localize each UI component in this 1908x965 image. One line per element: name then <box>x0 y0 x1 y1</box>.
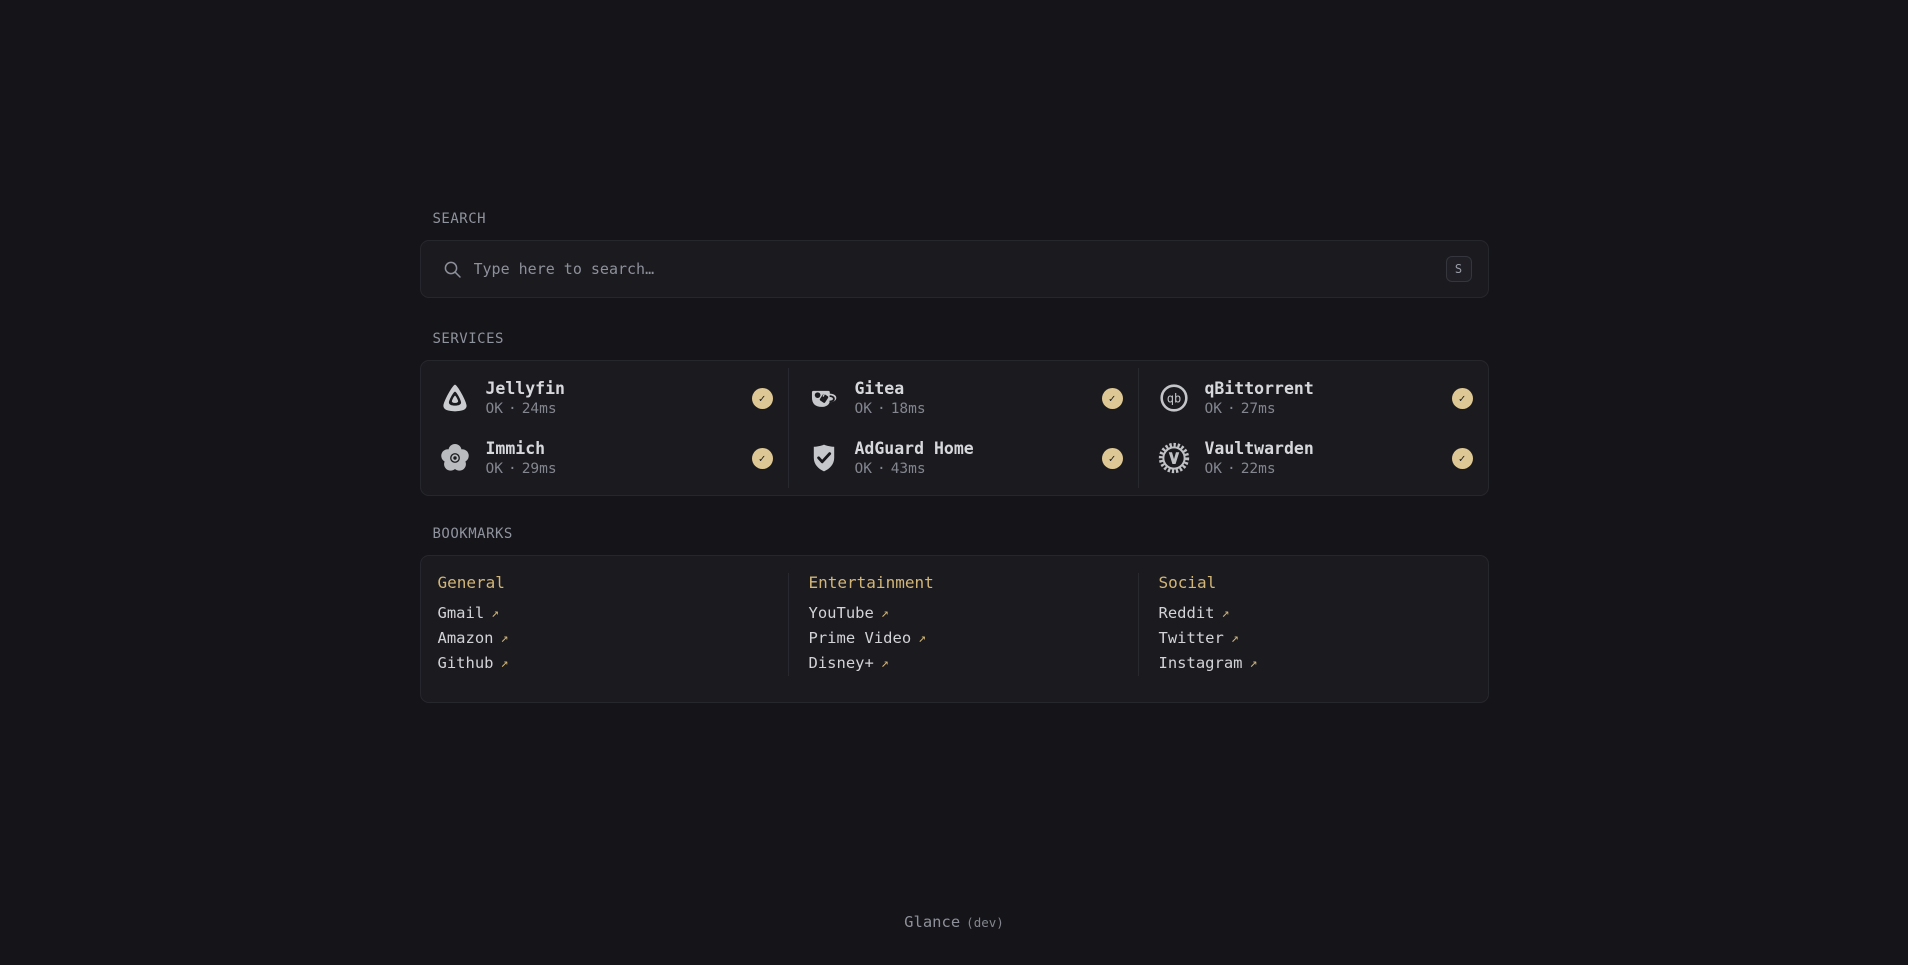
search-shortcut-key: S <box>1445 256 1472 282</box>
service-info: Jellyfin OK · 24ms <box>486 378 565 419</box>
status-ok-badge: ✓ <box>751 447 773 469</box>
bookmark-group-general: General Gmail ↗ Amazon ↗ Github ↗ <box>438 573 788 676</box>
service-info: qBittorrent OK · 27ms <box>1205 378 1314 419</box>
services-widget: Jellyfin OK · 24ms ✓ Gitea <box>419 360 1489 496</box>
external-link-arrow-icon: ↗ <box>1221 606 1230 621</box>
external-link-arrow-icon: ↗ <box>1249 656 1258 671</box>
external-link-arrow-icon: ↗ <box>491 606 499 621</box>
bookmark-group-title: Entertainment <box>808 573 934 592</box>
service-status: OK · 27ms <box>1204 400 1276 417</box>
bookmark-group-title: Social <box>1158 573 1217 592</box>
service-status: OK · 29ms <box>485 460 557 477</box>
service-row-vaultwarden[interactable]: Vaultwarden OK · 22ms ✓ <box>1137 428 1488 488</box>
vaultwarden-icon <box>1157 441 1191 475</box>
adguard-icon <box>807 441 841 475</box>
service-info: Gitea OK · 18ms <box>855 378 926 419</box>
external-link-arrow-icon: ↗ <box>918 631 926 646</box>
external-link-arrow-icon: ↗ <box>500 631 509 646</box>
bookmark-group-title: General <box>437 573 505 592</box>
bookmark-link-amazon[interactable]: Amazon ↗ <box>437 629 509 647</box>
status-ok-badge: ✓ <box>1451 387 1473 409</box>
bookmark-link-disney-plus[interactable]: Disney+ ↗ <box>808 654 889 672</box>
service-info: Vaultwarden OK · 22ms <box>1205 438 1314 479</box>
qbittorrent-icon: qb <box>1157 381 1191 415</box>
external-link-arrow-icon: ↗ <box>880 656 889 671</box>
jellyfin-icon <box>438 381 472 415</box>
immich-icon <box>438 441 472 475</box>
service-status: OK · 24ms <box>485 400 557 417</box>
service-name: Jellyfin <box>485 378 565 398</box>
bookmark-group-social: Social Reddit ↗ Twitter ↗ Instagram ↗ <box>1137 573 1488 676</box>
search-section-label: SEARCH <box>432 211 487 227</box>
service-row-jellyfin[interactable]: Jellyfin OK · 24ms ✓ <box>438 368 788 428</box>
bookmarks-section-label: BOOKMARKS <box>432 526 513 542</box>
bookmark-link-github[interactable]: Github ↗ <box>437 654 509 672</box>
service-name: Gitea <box>854 378 905 398</box>
status-ok-badge: ✓ <box>1451 447 1473 469</box>
status-ok-badge: ✓ <box>1101 447 1123 469</box>
service-row-qbittorrent[interactable]: qb qBittorrent OK · 27ms ✓ <box>1137 368 1488 428</box>
status-ok-badge: ✓ <box>751 387 773 409</box>
service-name: qBittorrent <box>1204 378 1314 398</box>
footer: Glance (dev) <box>0 912 1908 931</box>
service-status: OK · 43ms <box>854 460 926 477</box>
service-row-gitea[interactable]: Gitea OK · 18ms ✓ <box>787 368 1138 428</box>
external-link-arrow-icon: ↗ <box>500 656 509 671</box>
qbittorrent-icon-text: qb <box>1166 391 1181 405</box>
bookmark-link-reddit[interactable]: Reddit ↗ <box>1158 604 1230 622</box>
bookmark-link-youtube[interactable]: YouTube ↗ <box>808 604 889 622</box>
external-link-arrow-icon: ↗ <box>880 606 889 621</box>
bookmark-link-instagram[interactable]: Instagram ↗ <box>1158 654 1258 672</box>
bookmarks-widget: General Gmail ↗ Amazon ↗ Github ↗ Entertain… <box>419 555 1489 703</box>
bookmark-link-prime-video[interactable]: Prime Video ↗ <box>808 629 926 647</box>
footer-app-name: Glance <box>904 913 961 931</box>
service-row-adguard-home[interactable]: AdGuard Home OK · 43ms ✓ <box>787 428 1138 488</box>
service-info: AdGuard Home OK · 43ms <box>855 438 974 479</box>
service-row-immich[interactable]: Immich OK · 29ms ✓ <box>438 428 788 488</box>
service-info: Immich OK · 29ms <box>486 438 557 479</box>
bookmarks-section: BOOKMARKS General Gmail ↗ Amazon ↗ Github ↗… <box>419 526 1489 703</box>
search-section: SEARCH S <box>419 211 1489 298</box>
services-section: SERVICES Jellyfin OK · 24ms ✓ <box>419 331 1489 496</box>
bookmark-link-twitter[interactable]: Twitter ↗ <box>1158 629 1239 647</box>
status-ok-badge: ✓ <box>1101 387 1123 409</box>
service-name: Immich <box>485 438 546 458</box>
magnifier-icon <box>442 259 463 280</box>
footer-environment: (dev) <box>966 915 1004 930</box>
dashboard: SEARCH S SERVICES <box>419 0 1489 703</box>
service-status: OK · 18ms <box>854 400 926 417</box>
bookmark-link-gmail[interactable]: Gmail ↗ <box>437 604 500 622</box>
external-link-arrow-icon: ↗ <box>1230 631 1239 646</box>
search-widget: S <box>419 240 1489 298</box>
service-name: AdGuard Home <box>854 438 974 458</box>
service-status: OK · 22ms <box>1204 460 1276 477</box>
service-name: Vaultwarden <box>1204 438 1314 458</box>
services-section-label: SERVICES <box>432 331 504 347</box>
bookmark-group-entertainment: Entertainment YouTube ↗ Prime Video ↗ Disn… <box>787 573 1138 676</box>
search-input[interactable] <box>473 260 1446 278</box>
gitea-icon <box>807 381 841 415</box>
